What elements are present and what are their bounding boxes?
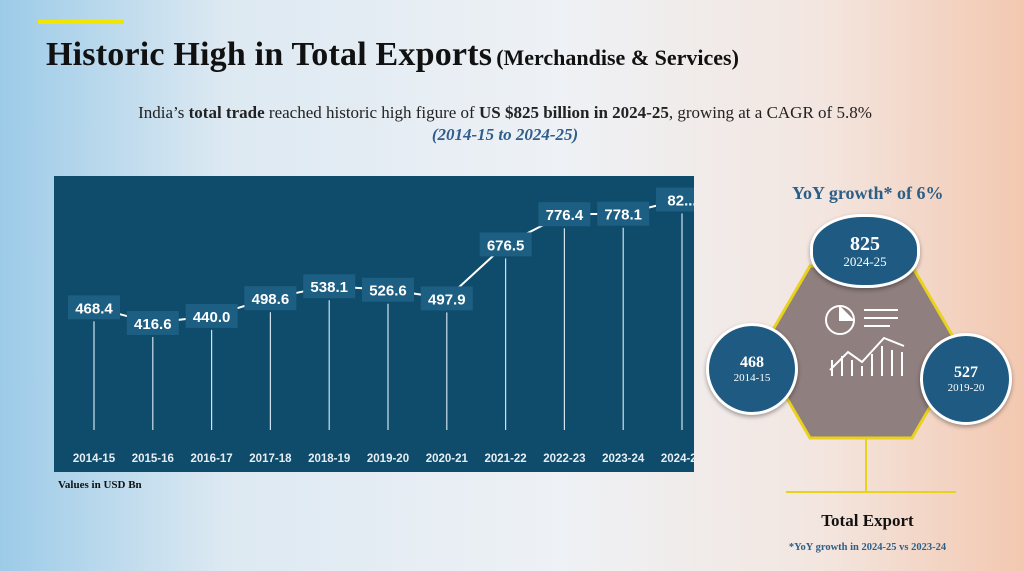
data-label: 776.4 — [546, 207, 584, 224]
circle-year: 2024-25 — [843, 253, 887, 269]
subtitle-post: , growing at a CAGR of 5.8% — [668, 103, 872, 122]
subtitle-line: India’s total trade reached historic hig… — [0, 102, 1010, 124]
circle-value: 527 — [954, 364, 978, 382]
data-label-box — [479, 232, 532, 257]
data-label-box — [362, 277, 414, 302]
data-label: 498.6 — [252, 291, 290, 308]
accent-bar — [38, 20, 124, 24]
x-tick-label: 2017-18 — [249, 453, 292, 465]
subtitle-bold-figure: US $825 billion in 2024-25 — [478, 103, 669, 122]
data-label: 82... — [667, 193, 694, 210]
chart-svg: 468.4 2014-15 416.6 2015-16 440.0 2016-17 498.… — [68, 187, 694, 465]
page-title: Historic High in Total Exports (Merchand… — [46, 36, 739, 74]
unit-note: Values in USD Bn — [58, 479, 142, 491]
data-label: 497.9 — [428, 291, 466, 308]
x-tick-label: 2019-20 — [367, 453, 409, 465]
x-tick-label: 2016-17 — [190, 453, 232, 465]
data-label: 468.4 — [75, 300, 113, 317]
circle-year: 2019-20 — [947, 381, 985, 394]
x-tick-label: 2015-16 — [132, 453, 174, 465]
data-label-box — [244, 286, 297, 311]
circle-value: 825 — [850, 232, 880, 255]
data-label: 526.6 — [369, 283, 407, 300]
analytics-chart-icon — [825, 305, 905, 376]
data-label: 416.6 — [134, 316, 172, 333]
x-tick-label: 2024-25 — [661, 453, 694, 465]
data-label-box — [126, 310, 179, 335]
yoy-footnote: *YoY growth in 2024-25 vs 2023-24 — [788, 542, 947, 553]
data-label-box — [538, 202, 591, 227]
circle-value: 468 — [740, 354, 764, 372]
subtitle-period: (2014-15 to 2024-25) — [431, 125, 579, 144]
data-label-box — [303, 274, 356, 299]
x-tick-label: 2021-22 — [484, 453, 526, 465]
title-main: Historic High in Total Exports — [46, 36, 493, 73]
x-tick-label: 2023-24 — [602, 453, 645, 465]
circle-2024-25: 825 2024-25 — [810, 214, 920, 288]
x-tick-label: 2020-21 — [426, 453, 469, 465]
x-tick-label: 2022-23 — [543, 453, 585, 465]
x-tick-label: 2018-19 — [308, 453, 350, 465]
data-label: 538.1 — [310, 279, 348, 296]
data-label-box — [185, 303, 238, 328]
exports-bar-chart: 468.4 2014-15 416.6 2015-16 440.0 2016-17 498.… — [54, 176, 694, 472]
data-label-box — [656, 187, 694, 212]
data-label: 778.1 — [604, 207, 642, 224]
total-export-infographic: 825 2024-25 468 2014-15 527 2019-20 — [700, 210, 1020, 500]
subtitle: India’s total trade reached historic hig… — [0, 102, 1010, 146]
data-label-box — [597, 201, 650, 226]
circle-year: 2014-15 — [733, 371, 771, 384]
subtitle-pre: India’s — [138, 103, 189, 122]
yoy-growth-title: YoY growth* of 6% — [792, 183, 944, 203]
x-tick-label: 2014-15 — [73, 453, 116, 465]
data-label: 440.0 — [193, 309, 231, 326]
total-export-caption: Total Export — [821, 511, 914, 530]
subtitle-mid: reached historic high figure of — [264, 103, 479, 122]
title-sub: (Merchandise & Services) — [496, 45, 739, 70]
data-label-box — [420, 286, 473, 311]
data-label-box — [68, 295, 120, 320]
circle-2019-20: 527 2019-20 — [920, 333, 1012, 425]
circle-2014-15: 468 2014-15 — [706, 323, 798, 415]
subtitle-bold-total-trade: total trade — [188, 103, 265, 122]
data-label: 676.5 — [487, 237, 525, 254]
